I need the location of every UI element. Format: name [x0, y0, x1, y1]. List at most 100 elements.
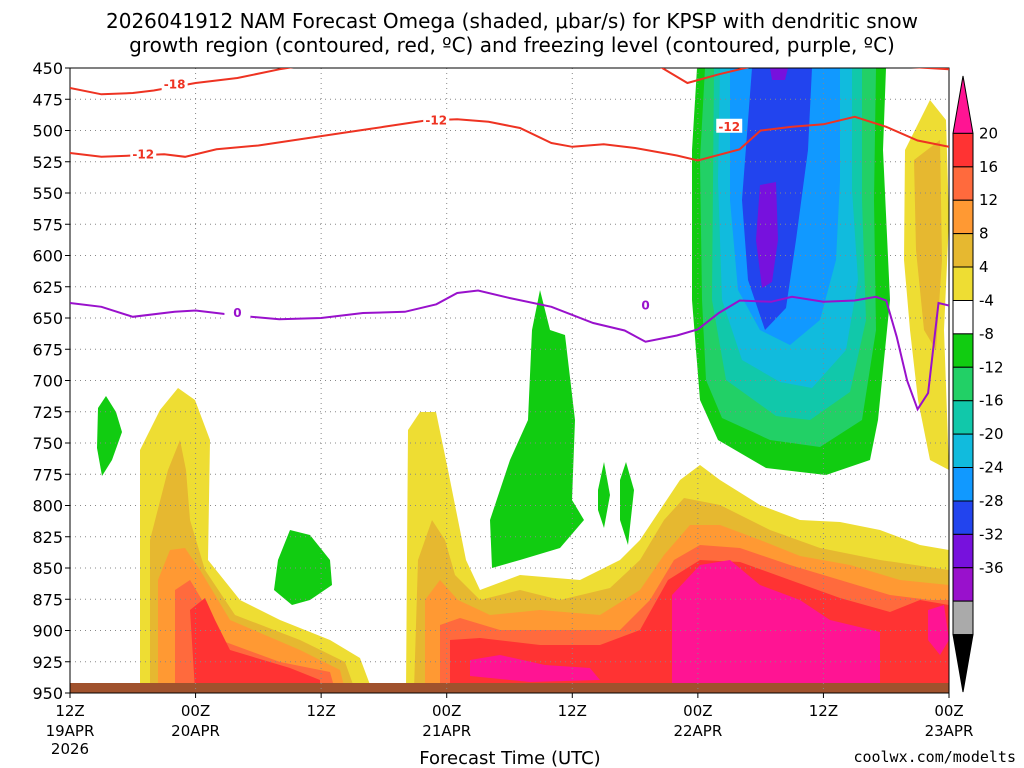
contour-label: 0 [233, 306, 241, 320]
x-tick-label: 19APR [46, 722, 95, 740]
colorbar-swatch [952, 634, 974, 693]
omega-region-green-blob-3 [490, 290, 584, 568]
x-tick-label: 12Z [809, 702, 838, 720]
contour-line [70, 68, 949, 96]
y-tick-label: 900 [32, 622, 63, 641]
contour-label: -12 [718, 120, 740, 134]
y-tick-label: 875 [32, 590, 63, 609]
contour-label: -18 [164, 77, 186, 91]
x-tick-label: 00Z [432, 702, 461, 720]
colorbar-swatch [952, 333, 974, 368]
omega-region-green-blob-4 [598, 462, 610, 528]
x-tick-label: 20APR [171, 722, 220, 740]
y-tick-label: 650 [32, 309, 63, 328]
x-tick-label: 12Z [306, 702, 335, 720]
x-axis-title: Forecast Time (UTC) [419, 748, 600, 768]
omega-region-green-blob-1 [97, 396, 122, 476]
omega-region-magenta-4 [928, 605, 949, 655]
colorbar-label: 16 [979, 158, 998, 176]
y-tick-label: 950 [32, 684, 63, 703]
contour-label-bg [224, 305, 251, 319]
colorbar-swatch [952, 166, 974, 201]
contour-lines: -18 -12 -12 -12 0 0 [70, 68, 949, 412]
contour-line [70, 289, 949, 412]
y-tick-label: 575 [32, 215, 63, 234]
y-tick-label: 925 [32, 653, 63, 672]
contour-label: 0 [641, 299, 649, 313]
contour-line [70, 115, 949, 162]
colorbar-label: -8 [979, 325, 994, 343]
colorbar-label: 8 [979, 225, 989, 243]
colorbar-swatch [952, 600, 974, 636]
contour-label-bg [161, 76, 188, 91]
omega-region-magenta-3 [470, 655, 600, 682]
omega-shading [97, 68, 949, 690]
x-tick-label: 23APR [925, 722, 974, 740]
chart-title-line2: growth region (contoured, red, ºC) and f… [129, 33, 895, 57]
colorbar-label: -16 [979, 392, 1004, 410]
omega-region-violet-top [770, 68, 788, 80]
y-tick-label: 525 [32, 153, 63, 172]
y-tick-label: 600 [32, 247, 63, 266]
omega-region-red-1 [190, 598, 320, 690]
ground-fill [70, 683, 949, 693]
y-tick-label: 500 [32, 122, 63, 141]
colorbar: 20 16 12 8 4 -4 -8 -12 -16 -20 -24 -28 -32 -36 [952, 75, 1004, 693]
chart-title-line1: 2026041912 NAM Forecast Omega (shaded, μ… [106, 9, 918, 33]
y-tick-label: 775 [32, 465, 63, 484]
colorbar-label: 12 [979, 191, 998, 209]
x-tick-label: 22APR [673, 722, 722, 740]
contour-label-bg [423, 112, 450, 127]
colorbar-swatch [952, 467, 974, 502]
colorbar-swatch [952, 233, 974, 268]
colorbar-swatch [952, 567, 974, 602]
colorbar-swatch [952, 199, 974, 235]
contour-label: -12 [132, 147, 154, 161]
colorbar-swatch [952, 500, 974, 535]
contour-label-bg [632, 297, 659, 312]
omega-region-magenta-2 [672, 560, 880, 690]
colorbar-swatch [952, 299, 974, 335]
y-tick-label: 675 [32, 340, 63, 359]
colorbar-label: -20 [979, 425, 1004, 443]
colorbar-swatch [952, 132, 974, 168]
colorbar-label: -32 [979, 525, 1004, 543]
y-tick-label: 450 [32, 59, 63, 78]
omega-region-green-blob-2 [274, 530, 332, 605]
colorbar-label: -24 [979, 459, 1004, 477]
x-tick-label: 00Z [683, 702, 712, 720]
y-tick-label: 850 [32, 559, 63, 578]
x-tick-label: 00Z [181, 702, 210, 720]
x-tick-label: 12Z [55, 702, 84, 720]
colorbar-swatch [952, 366, 974, 402]
y-tick-label: 750 [32, 434, 63, 453]
colorbar-label: 20 [979, 124, 998, 142]
x-tick-label: 00Z [934, 702, 963, 720]
colorbar-label: -28 [979, 492, 1004, 510]
y-tick-label: 825 [32, 528, 63, 547]
colorbar-label: -12 [979, 358, 1004, 376]
x-tick-label: 21APR [422, 722, 471, 740]
colorbar-swatch [952, 266, 974, 301]
colorbar-swatch [952, 75, 974, 134]
contour-label-bg [130, 146, 157, 161]
omega-region-green-blob-5 [620, 462, 634, 545]
y-tick-label: 800 [32, 497, 63, 516]
colorbar-label: -36 [979, 559, 1004, 577]
y-axis: 450 475 500 525 550 575 600 625 650 675 700 725 750 7… [32, 59, 70, 703]
contour-label: -12 [425, 114, 447, 128]
x-tick-label: 12Z [558, 702, 587, 720]
x-tick-label: 2026 [51, 740, 89, 758]
y-tick-label: 725 [32, 403, 63, 422]
credit-text: coolwx.com/modelts [853, 748, 1016, 766]
contour-label-bg [716, 118, 743, 133]
colorbar-label: 4 [979, 258, 989, 276]
colorbar-swatch [952, 433, 974, 469]
y-tick-label: 625 [32, 278, 63, 297]
y-tick-label: 475 [32, 90, 63, 109]
colorbar-label: -4 [979, 291, 994, 309]
y-tick-label: 550 [32, 184, 63, 203]
colorbar-swatch [952, 533, 974, 569]
